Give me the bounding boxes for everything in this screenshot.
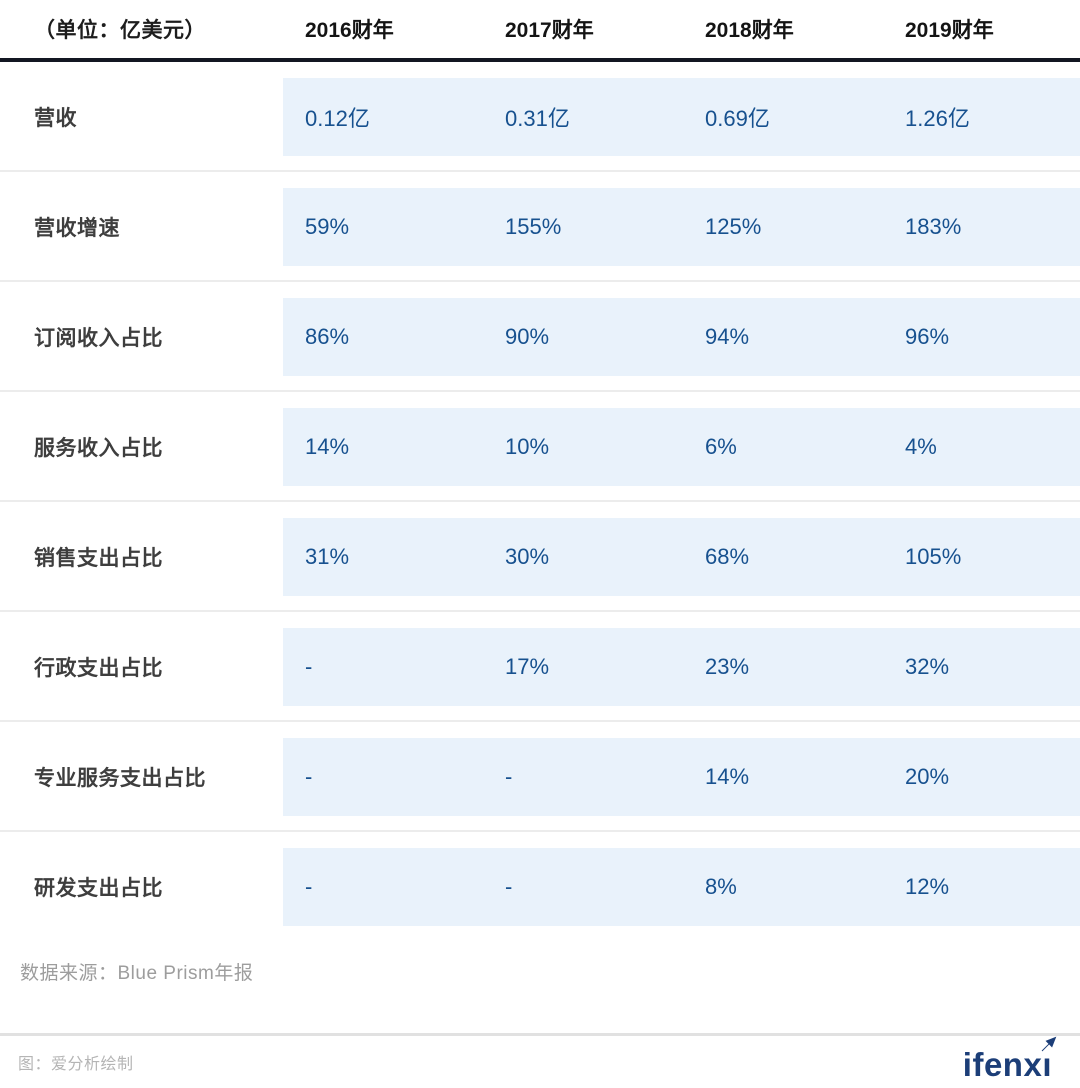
table-row: 营收增速 59% 155% 125% 183%	[0, 172, 1080, 282]
column-header-2016: 2016财年	[305, 19, 394, 42]
value-cell: -	[305, 654, 313, 679]
row-values-panel	[283, 408, 1080, 486]
column-header-2019: 2019财年	[905, 19, 994, 42]
column-header-2018: 2018财年	[705, 19, 794, 42]
value-cell: 105%	[905, 544, 962, 569]
row-label: 行政支出占比	[34, 657, 163, 680]
value-cell: 32%	[905, 654, 950, 679]
row-values-panel	[283, 628, 1080, 706]
value-cell: 59%	[305, 214, 350, 239]
value-cell: 30%	[505, 544, 550, 569]
logo-text: ifenx	[962, 1045, 1043, 1083]
row-values-panel	[283, 738, 1080, 816]
value-cell: 155%	[505, 214, 562, 239]
value-cell: -	[505, 874, 513, 899]
value-cell: 125%	[705, 214, 762, 239]
chart-credit: 图：爱分析绘制	[18, 1056, 134, 1073]
table-row: 订阅收入占比 86% 90% 94% 96%	[0, 282, 1080, 392]
footer-bar: 图：爱分析绘制 ifenxı	[0, 1033, 1080, 1088]
row-label: 营收增速	[34, 217, 120, 240]
row-label: 专业服务支出占比	[34, 767, 206, 790]
table-row: 服务收入占比 14% 10% 6% 4%	[0, 392, 1080, 502]
value-cell: -	[305, 874, 313, 899]
value-cell: 1.26亿	[905, 106, 970, 131]
table-row: 营收 0.12亿 0.31亿 0.69亿 1.26亿	[0, 62, 1080, 172]
value-cell: 12%	[905, 874, 950, 899]
table-header-row: （单位：亿美元） 2016财年 2017财年 2018财年 2019财年	[0, 0, 1080, 62]
row-label: 服务收入占比	[34, 437, 163, 460]
value-cell: 86%	[305, 324, 350, 349]
row-values-panel	[283, 518, 1080, 596]
row-label: 营收	[34, 107, 77, 130]
row-label: 销售支出占比	[34, 547, 163, 570]
table-row: 行政支出占比 - 17% 23% 32%	[0, 612, 1080, 722]
unit-label: （单位：亿美元）	[34, 19, 206, 42]
row-values-panel	[283, 188, 1080, 266]
value-cell: -	[505, 764, 513, 789]
value-cell: 23%	[705, 654, 750, 679]
row-label: 研发支出占比	[34, 877, 163, 900]
value-cell: -	[305, 764, 313, 789]
value-cell: 0.12亿	[305, 106, 370, 131]
value-cell: 68%	[705, 544, 750, 569]
value-cell: 14%	[305, 434, 350, 459]
value-cell: 10%	[505, 434, 550, 459]
value-cell: 0.31亿	[505, 106, 570, 131]
value-cell: 17%	[505, 654, 550, 679]
value-cell: 8%	[705, 874, 737, 899]
column-header-2017: 2017财年	[505, 19, 594, 42]
value-cell: 183%	[905, 214, 962, 239]
source-note: 数据来源：Blue Prism年报	[20, 963, 254, 984]
arrow-icon	[1041, 1036, 1057, 1051]
value-cell: 4%	[905, 434, 937, 459]
value-cell: 90%	[505, 324, 550, 349]
value-cell: 96%	[905, 324, 950, 349]
table-body: 营收 0.12亿 0.31亿 0.69亿 1.26亿 营收增速 59% 155% 125%…	[0, 62, 1080, 942]
value-cell: 31%	[305, 544, 350, 569]
value-cell: 14%	[705, 764, 750, 789]
table-row: 销售支出占比 31% 30% 68% 105%	[0, 502, 1080, 612]
table-row: 研发支出占比 - - 8% 12%	[0, 832, 1080, 942]
logo-last-letter: ı	[1042, 1045, 1052, 1083]
row-label: 订阅收入占比	[34, 327, 163, 350]
value-cell: 94%	[705, 324, 750, 349]
row-values-panel	[283, 78, 1080, 156]
ifenxi-logo: ifenxı	[962, 1036, 1062, 1083]
value-cell: 0.69亿	[705, 106, 770, 131]
value-cell: 20%	[905, 764, 950, 789]
table-row: 专业服务支出占比 - - 14% 20%	[0, 722, 1080, 832]
row-values-panel	[283, 298, 1080, 376]
value-cell: 6%	[705, 434, 737, 459]
row-values-panel	[283, 848, 1080, 926]
